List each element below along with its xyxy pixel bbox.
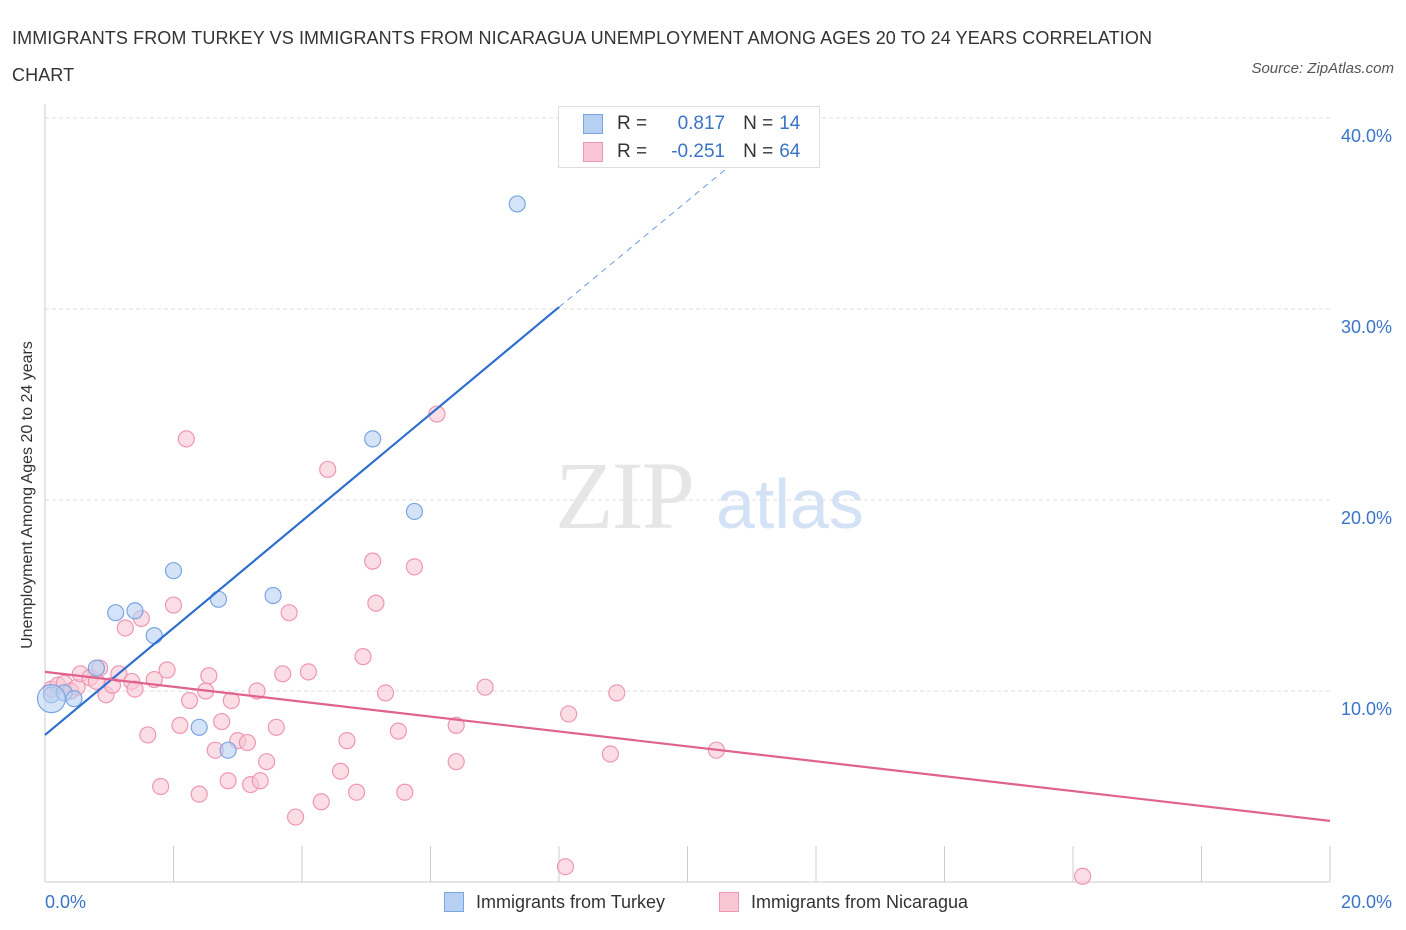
nicaragua-point (389, 722, 407, 740)
turkey-point (508, 195, 526, 213)
y-tick-label: 10.0% (1341, 699, 1392, 719)
legend-r-label: R = (617, 113, 648, 134)
legend-r-label: R = (617, 141, 648, 162)
nicaragua-point (338, 732, 356, 750)
tick-labels: 10.0% 20.0% 30.0% 40.0% 0.0% 20.0% (45, 126, 1392, 912)
turkey-point (209, 590, 228, 608)
nicaragua-point (299, 663, 318, 681)
y-tick-label: 30.0% (1341, 317, 1392, 337)
nicaragua-point (280, 604, 298, 622)
nicaragua-point (1074, 867, 1092, 885)
watermark-zip: ZIP (555, 442, 693, 549)
nicaragua-point (213, 712, 231, 731)
nicaragua-point (251, 772, 269, 790)
nicaragua-point (164, 596, 183, 614)
nicaragua-trend-line (44, 670, 1331, 822)
nicaragua-point (405, 558, 424, 576)
legend-row-turkey: R = 0.817 N = 14 (583, 112, 800, 136)
nicaragua-point (447, 753, 465, 771)
grid-lines (45, 117, 1330, 692)
turkey-point (87, 659, 106, 677)
nicaragua-point (364, 552, 382, 570)
nicaragua-point (158, 661, 176, 679)
watermark-atlas: atlas (716, 465, 864, 543)
legend-r-value-turkey: 0.817 (677, 113, 726, 134)
bottom-legend-label-turkey: Immigrants from Turkey (476, 891, 666, 912)
nicaragua-point (286, 808, 305, 826)
turkey-point (190, 718, 208, 736)
turkey-point (107, 604, 125, 622)
nicaragua-point (177, 430, 195, 448)
nicaragua-point (171, 716, 189, 734)
turkey-point (126, 602, 144, 620)
nicaragua-point (560, 705, 578, 723)
bottom-legend-swatch-nicaragua (719, 892, 739, 912)
correlation-legend: R = 0.817 N = 14 R = -0.251 N = 64 (558, 106, 820, 168)
nicaragua-point (126, 680, 144, 698)
nicaragua-point (447, 716, 465, 734)
nicaragua-point (331, 762, 350, 780)
nicaragua-point (354, 648, 372, 666)
turkey-trend-line (44, 306, 560, 736)
nicaragua-point (476, 678, 494, 696)
bottom-legend-label-nicaragua: Immigrants from Nicaragua (751, 891, 969, 912)
turkey-point (145, 627, 163, 645)
turkey-point (164, 562, 183, 580)
turkey-point (264, 586, 282, 605)
nicaragua-point (274, 665, 292, 683)
nicaragua-point (139, 726, 157, 744)
nicaragua-point (367, 594, 385, 612)
legend-swatch-nicaragua (583, 142, 603, 162)
axes (44, 104, 1331, 883)
nicaragua-point (180, 691, 199, 710)
turkey-point (36, 684, 67, 714)
turkey-point (405, 502, 424, 521)
source-credit: Source: ZipAtlas.com (1251, 60, 1394, 77)
data-points (36, 195, 1092, 885)
bottom-legend-swatch-turkey (444, 892, 464, 912)
bottom-legend-nicaragua: Immigrants from Nicaragua (719, 889, 968, 915)
legend-n-value-turkey: 14 (779, 113, 801, 134)
legend-swatch-turkey (583, 114, 603, 134)
turkey-point (65, 690, 83, 708)
nicaragua-point (190, 785, 208, 803)
nicaragua-point (556, 858, 575, 876)
nicaragua-point (219, 772, 237, 790)
nicaragua-point (200, 667, 218, 685)
nicaragua-point (238, 733, 256, 752)
nicaragua-point (319, 460, 337, 479)
legend-n-value-nicaragua: 64 (779, 141, 801, 162)
nicaragua-point (608, 684, 626, 702)
y-tick-label: 20.0% (1341, 508, 1392, 528)
x-tick-label: 20.0% (1341, 892, 1392, 912)
turkey-point (219, 741, 237, 759)
nicaragua-point (348, 783, 366, 801)
y-tick-label: 40.0% (1341, 126, 1392, 146)
nicaragua-point (152, 777, 170, 796)
legend-row-nicaragua: R = -0.251 N = 64 (583, 140, 800, 164)
watermark: ZIP atlas (555, 442, 864, 549)
legend-n-label: N = (743, 113, 774, 134)
nicaragua-point (312, 793, 330, 811)
turkey-point (364, 430, 382, 448)
chart-title: IMMIGRANTS FROM TURKEY VS IMMIGRANTS FRO… (12, 28, 1153, 85)
legend-n-label: N = (743, 141, 774, 162)
nicaragua-point (376, 684, 395, 702)
bottom-legend-turkey: Immigrants from Turkey (444, 889, 665, 915)
x-tick-label: 0.0% (45, 892, 86, 912)
nicaragua-point (601, 745, 620, 763)
legend-r-value-nicaragua: -0.251 (671, 141, 726, 162)
nicaragua-point (267, 718, 285, 736)
nicaragua-point (396, 783, 414, 801)
nicaragua-point (258, 753, 276, 771)
nicaragua-point (116, 619, 134, 637)
